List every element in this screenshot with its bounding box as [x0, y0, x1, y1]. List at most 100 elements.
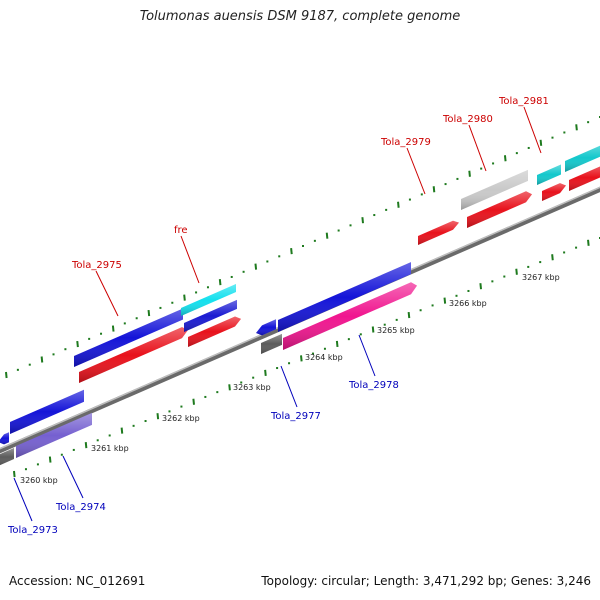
gene-label-tola-2979[interactable]: Tola_2979 — [380, 137, 431, 148]
tick-dot — [242, 270, 245, 273]
tick-mark — [300, 355, 303, 362]
tick-dot — [168, 410, 171, 413]
tick-mark — [551, 254, 554, 261]
gene-bar-edge-red-shading — [569, 166, 600, 191]
tick-dot — [420, 193, 423, 196]
tick-dot — [252, 376, 255, 379]
gene-label-tola-2978[interactable]: Tola_2978 — [348, 380, 399, 391]
gene-bar-tola-2978-shading — [283, 282, 417, 350]
tick-dot — [24, 468, 27, 471]
tick-dot — [204, 395, 207, 398]
tick-dot — [515, 152, 518, 155]
tick-dot — [503, 275, 506, 278]
callout-tola-2974 — [62, 455, 84, 499]
tick-dot — [408, 198, 411, 201]
tick-mark — [48, 456, 52, 463]
tick-dot — [52, 353, 55, 356]
tick-dot — [383, 323, 386, 326]
tick-mark — [335, 340, 339, 348]
tick-dot — [467, 289, 470, 292]
tick-mark — [515, 268, 518, 275]
tick-dot — [311, 352, 314, 355]
gene-label-tola-2974[interactable]: Tola_2974 — [55, 502, 106, 513]
tick-dot — [266, 260, 269, 263]
callout-tola-2980 — [468, 124, 487, 172]
gene-callout-lines — [13, 106, 542, 522]
tick-mark — [5, 371, 8, 379]
tick-mark — [228, 384, 231, 391]
tick-dot — [539, 261, 542, 264]
gene-bar-tola-2979-shading — [418, 220, 459, 245]
gene-bar-tola-2978-upper-shading — [278, 262, 411, 332]
tick-mark — [443, 297, 447, 304]
tick-mark — [432, 186, 436, 193]
tick-dot — [492, 162, 495, 165]
gene-label-tola-2973[interactable]: Tola_2973 — [7, 525, 58, 536]
gene-label-tola-2975[interactable]: Tola_2975 — [71, 260, 122, 271]
gene-label-tola-2980[interactable]: Tola_2980 — [442, 114, 493, 125]
tick-dot — [144, 420, 147, 423]
tick-mark — [218, 279, 222, 286]
gene-bar-tola-2974-shading — [16, 412, 92, 458]
tick-mark — [397, 201, 400, 208]
tick-dot — [337, 229, 340, 232]
tick-dot — [563, 131, 566, 134]
tick-mark — [325, 232, 329, 239]
tick-dot — [36, 463, 39, 466]
tick-dot — [444, 183, 447, 186]
tick-mark — [407, 311, 411, 319]
tick-dot — [206, 286, 209, 289]
gene-bar-tola-2973-shading — [0, 448, 14, 466]
genome-summary-text: Topology: circular; Length: 3,471,292 bp… — [261, 574, 591, 588]
tick-mark — [76, 340, 79, 348]
tick-mark — [468, 170, 471, 177]
scale-label: 3261 kbp — [91, 444, 129, 453]
gene-label-tola-2977[interactable]: Tola_2977 — [270, 411, 321, 422]
tick-dot — [373, 214, 376, 217]
scale-label: 3266 kbp — [449, 299, 487, 308]
tick-mark — [147, 309, 151, 317]
gene-bar-tola-2975-partner-shading — [79, 327, 188, 383]
tick-dot — [456, 177, 459, 180]
tick-dot — [551, 136, 554, 139]
tick-dot — [195, 291, 198, 294]
tick-dot — [108, 434, 111, 437]
tick-dot — [230, 275, 233, 278]
tick-mark — [587, 239, 590, 246]
scale-label: 3262 kbp — [162, 414, 200, 423]
tick-mark — [539, 139, 543, 146]
tick-mark — [264, 369, 267, 376]
map-title: Tolumonas auensis DSM 9187, complete gen… — [139, 9, 461, 24]
tick-dot — [563, 251, 566, 254]
gene-bar-edge-blue-shading — [0, 432, 9, 445]
tick-dot — [180, 405, 183, 408]
tick-dot — [323, 347, 326, 350]
callout-tola-2981 — [523, 106, 542, 154]
tick-dot — [96, 439, 99, 442]
gene-bar-fre-partner-shading — [188, 316, 241, 347]
tick-dot — [288, 362, 291, 365]
callout-tola-2979 — [406, 147, 426, 195]
callout-tola-2973 — [13, 477, 33, 522]
callout-fre — [180, 235, 200, 284]
tick-dot — [527, 265, 530, 268]
gene-bar-left-blue-shading — [10, 389, 84, 434]
tick-dot — [527, 146, 530, 149]
tick-dot — [240, 381, 243, 384]
tick-mark — [361, 217, 364, 224]
scale-label: 3265 kbp — [377, 326, 415, 335]
gene-label-fre[interactable]: fre — [174, 225, 188, 236]
tick-mark — [254, 263, 258, 270]
tick-dot — [64, 348, 67, 351]
tick-dot — [135, 317, 138, 320]
tick-dot — [72, 448, 75, 451]
tick-dot — [60, 453, 63, 456]
tick-mark — [156, 413, 160, 420]
gene-label-tola-2981[interactable]: Tola_2981 — [498, 96, 549, 107]
tick-mark — [192, 398, 195, 405]
tick-dot — [587, 121, 590, 124]
scale-label: 3264 kbp — [305, 353, 343, 362]
tick-dot — [419, 309, 422, 312]
tick-dot — [132, 424, 135, 427]
